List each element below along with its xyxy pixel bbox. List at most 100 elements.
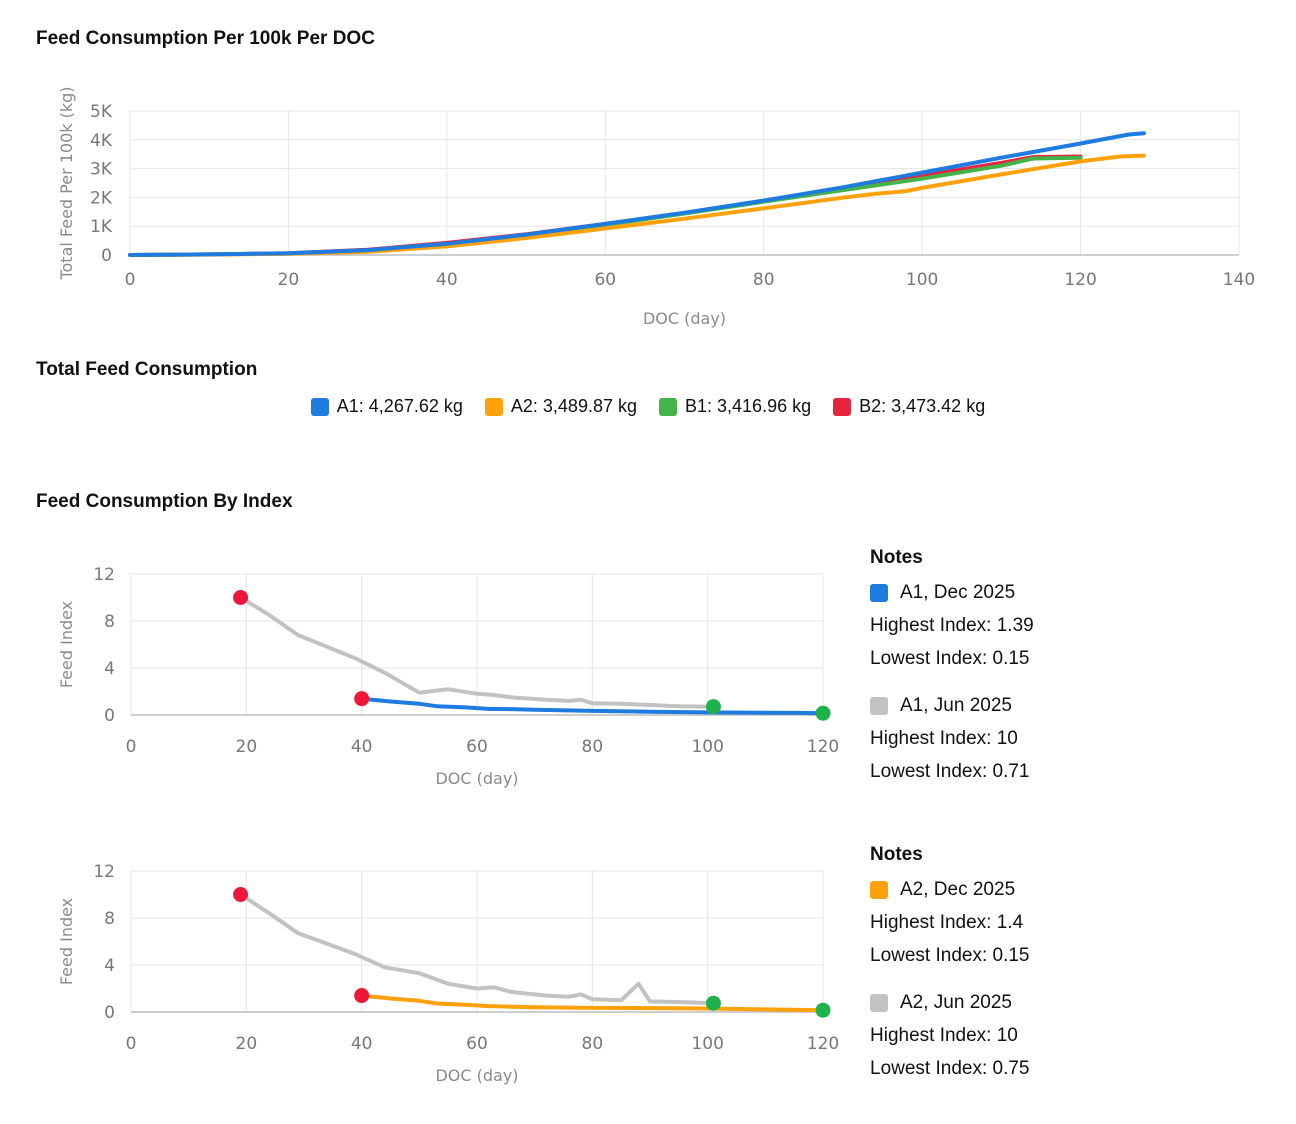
- y-tick-label: 8: [104, 909, 115, 929]
- data-point-marker: [705, 699, 721, 715]
- data-point-marker: [815, 705, 831, 721]
- legend-item-a1[interactable]: A1: 4,267.62 kg: [310, 396, 463, 417]
- x-axis-title: DOC (day): [435, 1066, 518, 1085]
- legend-swatch-b2: [833, 397, 852, 416]
- x-tick-label: 0: [125, 270, 136, 290]
- note-block: A1, Dec 2025 Highest Index: 1.39 Lowest …: [870, 576, 1034, 675]
- x-tick-label: 60: [466, 737, 488, 757]
- series-line: [128, 153, 1146, 257]
- x-tick-label: 80: [753, 270, 775, 290]
- data-point-marker: [233, 590, 249, 605]
- legend-label-b1: B1: 3,416.96 kg: [685, 396, 812, 416]
- legend-item-b1[interactable]: B1: 3,416.96 kg: [659, 396, 811, 417]
- notes-panel-a2: Notes A2, Dec 2025 Highest Index: 1.4 Lo…: [870, 843, 1030, 1085]
- x-tick-label: 100: [906, 270, 938, 290]
- note-entry-label: A1, Jun 2025: [870, 689, 1034, 722]
- y-tick-label: 8: [104, 612, 115, 632]
- x-axis-title: DOC (day): [435, 769, 518, 788]
- legend-label-b2: B2: 3,473.42 kg: [859, 396, 986, 416]
- x-tick-label: 40: [351, 737, 373, 757]
- data-point-marker: [354, 988, 370, 1004]
- note-swatch: [870, 880, 888, 899]
- x-tick-label: 120: [1064, 270, 1096, 290]
- x-axis-title: DOC (day): [643, 309, 726, 328]
- chart-title-per-doc: Feed Consumption Per 100k Per DOC: [36, 28, 375, 49]
- x-tick-label: 140: [1223, 270, 1255, 290]
- data-point-marker: [705, 995, 721, 1011]
- note-lowest: Lowest Index: 0.75: [870, 1058, 1030, 1079]
- x-tick-label: 20: [236, 1034, 258, 1054]
- chart-title-by-index: Feed Consumption By Index: [36, 491, 293, 512]
- series-line: [238, 892, 716, 1006]
- note-swatch: [870, 993, 888, 1012]
- note-entry-label: A1, Dec 2025: [870, 576, 1034, 609]
- legend-swatch-a1: [310, 397, 329, 416]
- x-tick-label: 40: [351, 1034, 373, 1054]
- note-label: A1, Jun 2025: [900, 695, 1012, 716]
- series-line: [238, 595, 716, 709]
- y-tick-label: 5K: [90, 102, 113, 122]
- legend-item-a2[interactable]: A2: 3,489.87 kg: [484, 396, 637, 417]
- x-tick-label: 60: [466, 1034, 488, 1054]
- legend-swatch-b1: [659, 397, 677, 416]
- y-axis-title: Feed Index: [57, 898, 76, 985]
- y-tick-label: 3K: [90, 160, 113, 180]
- note-swatch: [870, 696, 888, 715]
- note-highest: Highest Index: 1.4: [870, 912, 1024, 933]
- x-tick-label: 40: [436, 270, 458, 290]
- x-tick-label: 60: [594, 270, 616, 290]
- legend-label-a2: A2: 3,489.87 kg: [510, 396, 637, 416]
- note-label: A2, Dec 2025: [900, 879, 1016, 900]
- y-tick-label: 4: [104, 956, 115, 976]
- series-line: [359, 696, 825, 716]
- series-line: [128, 131, 1146, 257]
- y-tick-label: 4K: [90, 131, 113, 151]
- notes-heading: Notes: [870, 547, 923, 568]
- notes-heading: Notes: [870, 844, 923, 865]
- note-block: A1, Jun 2025 Highest Index: 10 Lowest In…: [870, 689, 1034, 788]
- note-entry-label: A2, Jun 2025: [870, 986, 1030, 1019]
- y-tick-label: 4: [104, 659, 115, 679]
- y-tick-label: 1K: [90, 217, 113, 237]
- note-highest: Highest Index: 1.39: [870, 615, 1034, 636]
- note-lowest: Lowest Index: 0.15: [870, 945, 1030, 966]
- series-line: [359, 993, 825, 1013]
- x-tick-label: 20: [278, 270, 300, 290]
- x-tick-label: 80: [582, 737, 604, 757]
- x-tick-label: 0: [126, 1034, 137, 1054]
- y-tick-label: 0: [104, 1003, 115, 1023]
- y-tick-label: 0: [101, 246, 112, 266]
- y-axis-title: Feed Index: [57, 601, 76, 688]
- y-tick-label: 0: [104, 706, 115, 726]
- gridlines: [129, 110, 1240, 256]
- x-tick-label: 120: [807, 737, 839, 757]
- x-tick-label: 0: [126, 737, 137, 757]
- legend-swatch-a2: [484, 397, 503, 416]
- legend-label-a1: A1: 4,267.62 kg: [336, 396, 463, 416]
- y-axis-title: Total Feed Per 100k (kg): [57, 86, 76, 280]
- x-tick-label: 100: [691, 737, 723, 757]
- y-tick-label: 12: [93, 565, 115, 585]
- x-tick-label: 80: [582, 1034, 604, 1054]
- legend-item-b2[interactable]: B2: 3,473.42 kg: [833, 396, 985, 417]
- note-entry-label: A2, Dec 2025: [870, 873, 1030, 906]
- data-point-marker: [815, 1002, 831, 1018]
- total-feed-legend: A1: 4,267.62 kg A2: 3,489.87 kg B1: 3,41…: [0, 396, 1296, 417]
- note-swatch: [870, 583, 888, 602]
- data-point-marker: [233, 887, 249, 902]
- y-tick-label: 2K: [90, 188, 113, 208]
- chart-title-total: Total Feed Consumption: [36, 359, 258, 380]
- note-block: A2, Jun 2025 Highest Index: 10 Lowest In…: [870, 986, 1030, 1085]
- note-block: A2, Dec 2025 Highest Index: 1.4 Lowest I…: [870, 873, 1030, 972]
- feed-index-chart-a1: 0 20 40 60 80 100 120 0 4 8 12 DOC (day) Feed Index: [57, 565, 839, 788]
- feed-index-chart-a2: 0 20 40 60 80 100 120 0 4 8 12 DOC (day) Feed Index: [57, 862, 839, 1085]
- feed-per-doc-chart: 0 20 40 60 80 100 120 140 0 1K 2K 3K 4K 5K DOC (day) To…: [57, 86, 1255, 328]
- data-point-marker: [354, 691, 370, 707]
- notes-panel-a1: Notes A1, Dec 2025 Highest Index: 1.39 L…: [870, 546, 1034, 788]
- note-label: A1, Dec 2025: [900, 582, 1016, 603]
- y-tick-label: 12: [93, 862, 115, 882]
- x-tick-label: 20: [236, 737, 258, 757]
- x-tick-label: 100: [691, 1034, 723, 1054]
- note-lowest: Lowest Index: 0.15: [870, 648, 1030, 669]
- note-highest: Highest Index: 10: [870, 728, 1018, 749]
